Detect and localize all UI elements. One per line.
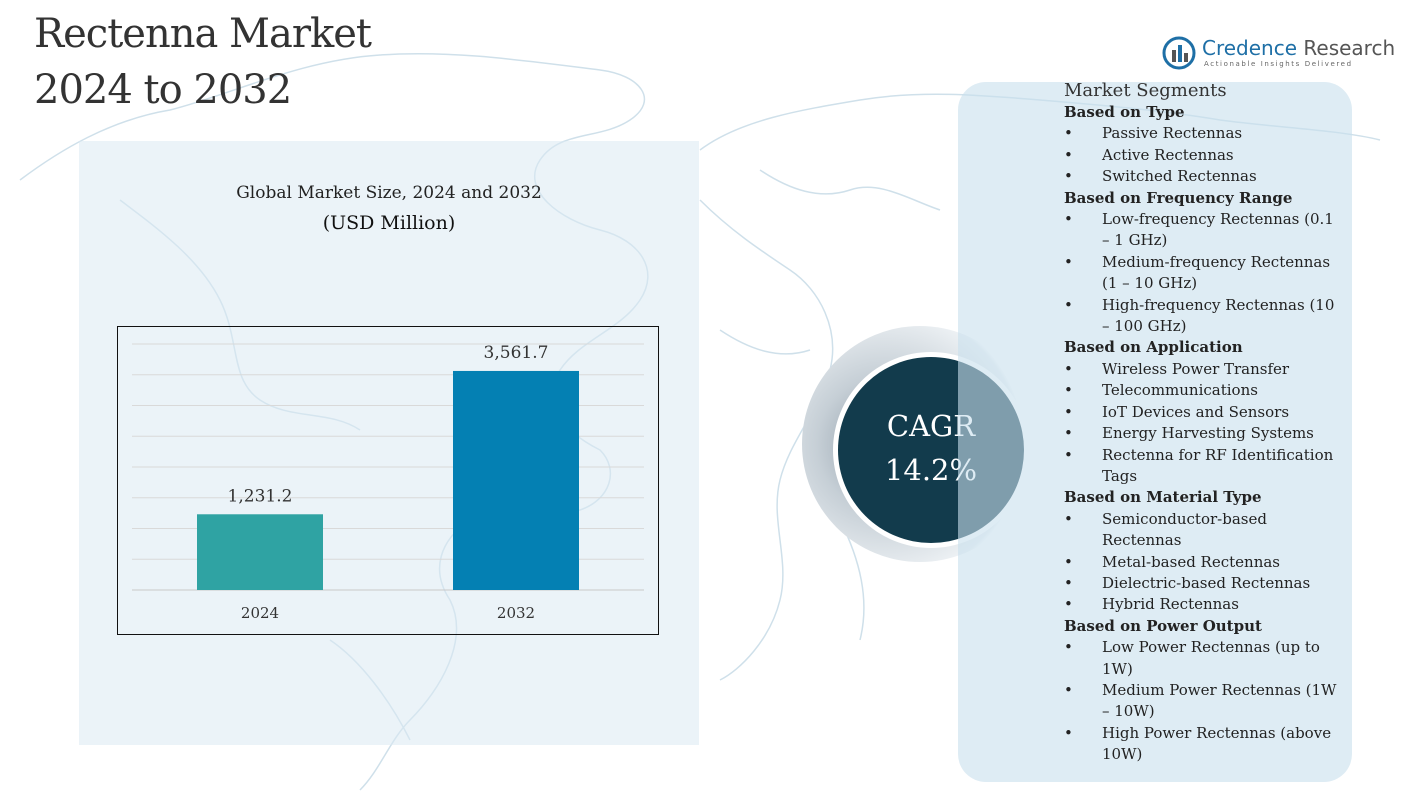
x-tick-label: 2024 bbox=[241, 604, 279, 622]
bar-2024 bbox=[197, 514, 323, 590]
logo-icon bbox=[1162, 36, 1196, 70]
segment-item: Rectenna for RF Identification Tags bbox=[1064, 445, 1344, 488]
segment-group-title: Based on Application bbox=[1064, 338, 1243, 357]
segments-heading: Market Segments bbox=[1064, 80, 1227, 101]
logo-brand-primary: Credence bbox=[1202, 36, 1298, 60]
segment-item: Wireless Power Transfer bbox=[1064, 359, 1344, 381]
x-tick-label: 2032 bbox=[497, 604, 535, 622]
segment-item: Low Power Rectennas (up to 1W) bbox=[1064, 637, 1344, 680]
segment-item: Active Rectennas bbox=[1064, 145, 1344, 167]
segment-group-title: Based on Power Output bbox=[1064, 616, 1262, 635]
segment-item: High Power Rectennas (above 10W) bbox=[1064, 723, 1344, 766]
segment-item: Medium-frequency Rectennas (1 – 10 GHz) bbox=[1064, 252, 1344, 295]
segment-item: Low-frequency Rectennas (0.1 – 1 GHz) bbox=[1064, 209, 1344, 252]
logo-brand-secondary: Research bbox=[1303, 36, 1396, 60]
segment-item: High-frequency Rectennas (10 – 100 GHz) bbox=[1064, 295, 1344, 338]
bar-value-label: 3,561.7 bbox=[484, 343, 549, 363]
segment-item: Passive Rectennas bbox=[1064, 123, 1344, 145]
segment-item: Medium Power Rectennas (1W – 10W) bbox=[1064, 680, 1344, 723]
chart-title: Global Market Size, 2024 and 2032 bbox=[236, 183, 542, 203]
title-line-2: 2024 to 2032 bbox=[34, 67, 292, 113]
segment-item: Dielectric-based Rectennas bbox=[1064, 573, 1344, 595]
bar-chart: 1,231.2 2024 3,561.7 2032 bbox=[132, 343, 644, 622]
segment-group-title: Based on Frequency Range bbox=[1064, 188, 1293, 207]
logo-name: Credence Research bbox=[1202, 36, 1395, 60]
segment-item: Metal-based Rectennas bbox=[1064, 552, 1344, 574]
segment-item: Semiconductor-based Rectennas bbox=[1064, 509, 1344, 552]
segment-item: Energy Harvesting Systems bbox=[1064, 423, 1344, 445]
segment-group-title: Based on Type bbox=[1064, 103, 1185, 121]
credence-research-logo: Credence Research Actionable Insights De… bbox=[1162, 36, 1398, 76]
chart-unit-label: (USD Million) bbox=[322, 212, 456, 234]
segment-item: Telecommunications bbox=[1064, 380, 1344, 402]
chart-frame: 1,231.2 2024 3,561.7 2032 bbox=[117, 326, 659, 635]
segment-item: IoT Devices and Sensors bbox=[1064, 402, 1344, 424]
segment-item: Hybrid Rectennas bbox=[1064, 594, 1344, 616]
segments-list: Market Segments Based on Type Passive Rec… bbox=[1064, 80, 1344, 766]
segment-item: Switched Rectennas bbox=[1064, 166, 1344, 188]
segment-group-title: Based on Material Type bbox=[1064, 488, 1262, 507]
logo-tagline: Actionable Insights Delivered bbox=[1204, 60, 1353, 68]
bar-value-label: 1,231.2 bbox=[228, 486, 293, 506]
bar-2032 bbox=[453, 370, 579, 590]
title-line-1: Rectenna Market bbox=[34, 11, 372, 57]
page-title: Rectenna Market 2024 to 2032 bbox=[34, 6, 372, 118]
chart-panel: Global Market Size, 2024 and 2032 (USD M… bbox=[79, 141, 699, 745]
